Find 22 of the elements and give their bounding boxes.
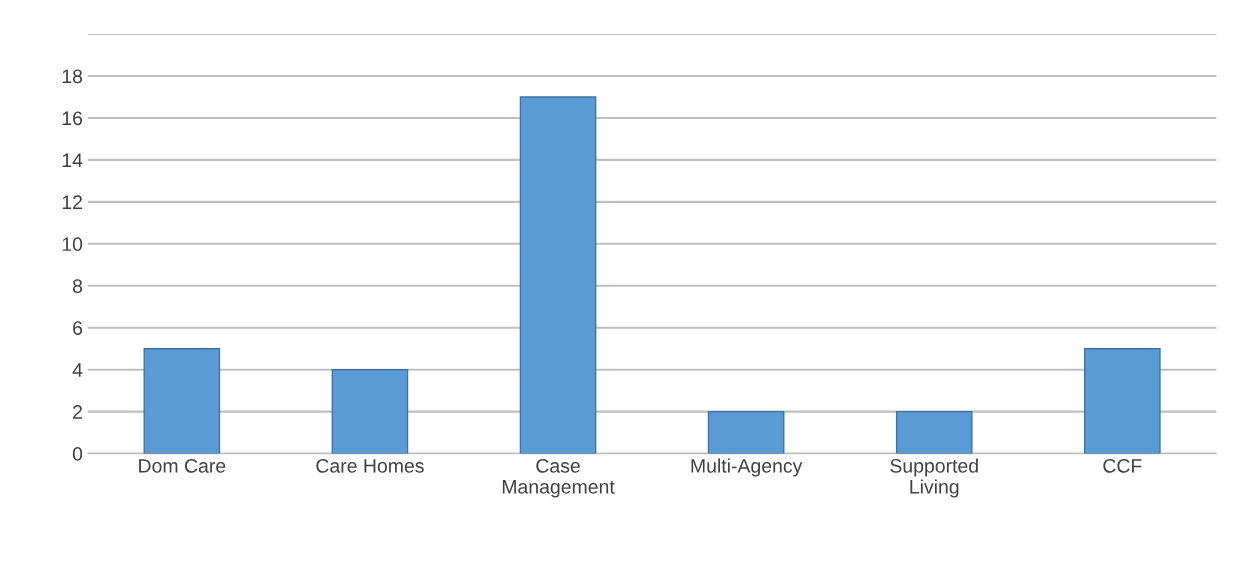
- bar: [143, 348, 221, 454]
- y-tick-label: 10: [62, 237, 83, 252]
- x-tick-label: Multi-Agency: [691, 458, 803, 477]
- bar: [895, 410, 973, 454]
- x-tick-label: Case Management: [502, 458, 615, 498]
- x-tick-label: CCF: [1103, 458, 1142, 473]
- y-tick-label: 6: [73, 321, 83, 335]
- y-tick-label: 4: [72, 363, 83, 377]
- y-tick-label: 18: [62, 69, 83, 84]
- bar: [707, 410, 785, 454]
- x-tick-label: Dom Care: [139, 458, 226, 473]
- y-tick-label: 0: [72, 447, 83, 461]
- bar: [331, 368, 409, 454]
- bar: [519, 96, 597, 454]
- x-tick-label: Care Homes: [316, 458, 424, 473]
- bar: [1084, 348, 1161, 454]
- y-tick-label: 2: [73, 405, 82, 419]
- y-tick-label: 14: [62, 153, 83, 167]
- x-tick-label: Supported Living: [890, 458, 978, 498]
- y-tick-label: 16: [62, 111, 83, 126]
- y-tick-label: 12: [62, 195, 82, 209]
- y-tick-label: 8: [72, 279, 83, 294]
